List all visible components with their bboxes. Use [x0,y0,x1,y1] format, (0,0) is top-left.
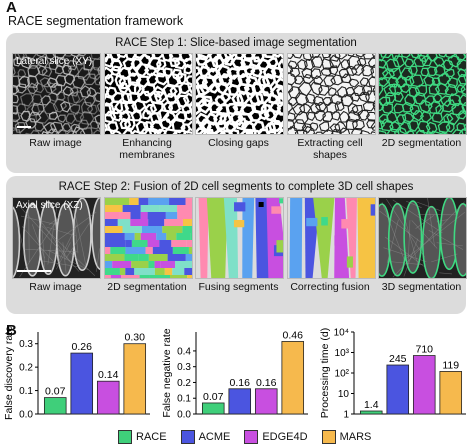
step1-raw-image: Lateral slice (XY) [12,53,101,135]
step2-3d-segmentation-image [378,197,467,279]
step1-caption: Raw image [29,137,82,149]
y-tick-label: 0.3 [177,362,191,373]
step2-caption: Raw image [29,281,82,293]
y-tick-label: 0.0 [177,410,191,421]
legend: RACE ACME EDGE4D MARS [118,430,385,444]
step1-extracting-cell-shapes-image [286,53,376,135]
legend-label: RACE [136,431,167,443]
legend-label: MARS [339,431,372,443]
y-axis-label: False negative rate [161,328,173,417]
y-tick-label: 10² [335,369,350,380]
step2-title: RACE Step 2: Fusion of 2D cell segments … [58,181,414,193]
bar-value-label: 1.4 [364,399,379,411]
false-discovery-rate-chart: 0.0 0.1 0.2 0.3 False discovery rate 0.07 0.26… [3,326,150,421]
step2-caption: 3D segmentation [381,281,462,293]
bar-acme [70,352,94,415]
bar-mars [439,371,463,415]
legend-item-mars: MARS [321,430,372,444]
scale-bar [17,270,51,272]
y-tick-label: 0.0 [19,410,33,421]
bar-value-label: 0.14 [98,369,119,381]
legend-item-edge4d: EDGE4D [244,430,308,444]
step2-image-label: Axial slice (XZ) [16,200,83,211]
step2-caption: 2D segmentation [107,281,187,293]
step1-image-label: Lateral slice (XY) [16,56,93,67]
step2-2d-segmentation-image [103,197,193,279]
bar-acme [386,364,410,415]
y-tick-label: 1 [343,410,349,421]
y-tick-label: 0.1 [177,394,191,405]
step1-caption: Closing gaps [208,137,269,149]
bar-value-label: 0.46 [283,329,304,341]
bar-edge4d [412,355,436,415]
legend-swatch [244,430,259,444]
panel-a-letter: A [6,0,17,16]
y-tick-label: 10 [338,389,350,400]
legend-item-acme: ACME [180,430,231,444]
false-negative-rate-chart: 0.0 0.1 0.2 0.3 0.4 False negative rate 0.07 0.… [161,328,308,421]
y-tick-label: 0.2 [19,363,33,374]
step2-raw-image: Axial slice (XZ) [12,197,101,279]
step1-closing-gaps-image [195,53,284,135]
y-tick-label: 10³ [335,348,350,359]
bar-value-label: 0.07 [203,391,224,403]
bar-mars [123,343,147,415]
step2-caption: Fusing segments [198,281,279,293]
legend-label: EDGE4D [262,431,308,443]
bar-value-label: 0.26 [72,341,93,353]
bar-value-label: 0.16 [230,377,251,389]
bar-value-label: 245 [389,353,407,365]
panel-b-letter: B [6,322,17,339]
step1-caption: 2D segmentation [381,137,462,149]
framework-title: RACE segmentation framework [8,14,184,28]
legend-swatch [180,430,195,444]
scale-bar [17,126,31,128]
bar-edge4d [96,380,120,415]
bar-value-label: 0.07 [45,386,66,398]
bar-race [43,397,67,415]
bar-race [359,410,383,415]
y-axis-label: False discovery rate [3,326,15,420]
step1-enhancing-membranes-image [103,53,193,135]
step1-caption: Extracting cell shapes [297,137,363,161]
bar-edge4d [254,388,278,415]
step1-caption: Enhancing membranes [119,137,175,161]
legend-swatch [118,430,132,444]
bar-acme [228,388,252,415]
legend-swatch [321,430,336,444]
legend-label: ACME [198,431,231,443]
step2-caption: Correcting fusion [290,281,370,293]
y-tick-label: 10⁴ [334,328,349,339]
y-tick-label: 0.3 [19,339,33,350]
bar-mars [281,341,305,415]
step1-title: RACE Step 1: Slice-based image segmentat… [115,37,357,49]
step2-fusing-segments-image [195,197,284,279]
bar-value-label: 119 [442,359,459,371]
step2-correcting-fusion-image [286,197,376,279]
y-tick-label: 0.4 [177,346,191,357]
bar-race [201,402,225,415]
bar-value-label: 0.30 [125,332,146,344]
y-tick-label: 0.2 [177,378,191,389]
bar-value-label: 710 [415,344,433,356]
y-tick-label: 0.1 [19,386,33,397]
step1-2d-segmentation-image [378,53,467,135]
bar-value-label: 0.16 [256,377,277,389]
y-axis-label: Processing time (d) [319,328,331,418]
legend-item-race: RACE [118,430,167,444]
